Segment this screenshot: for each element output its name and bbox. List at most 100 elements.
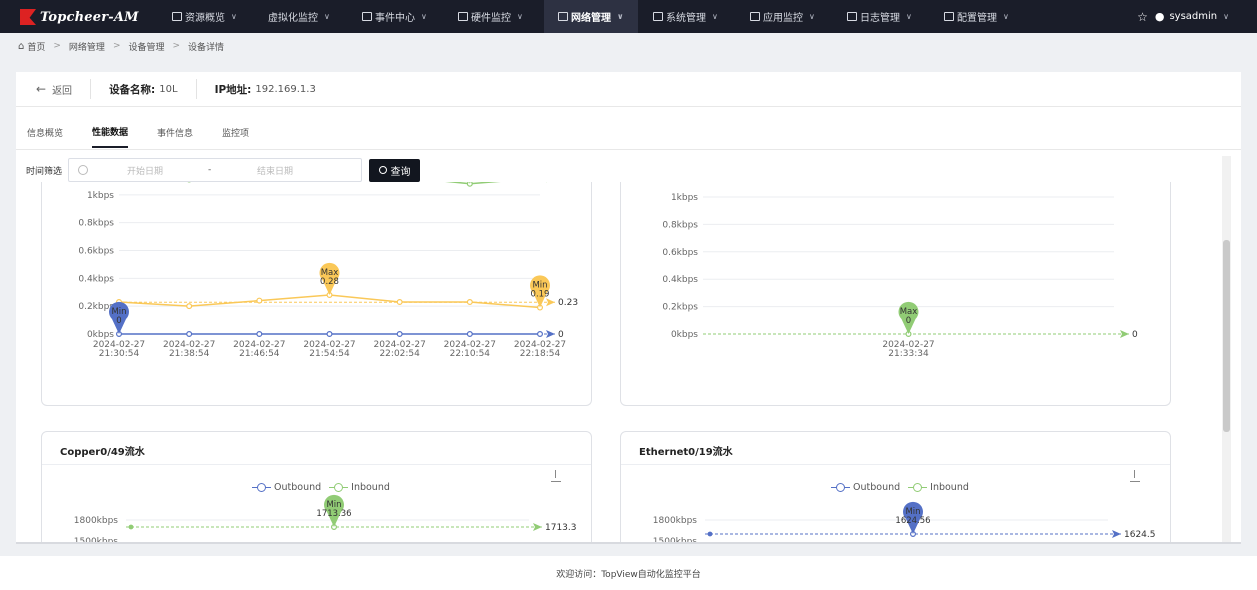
line-chart-1: 0kbps 0.2kbps 0.4kbps 0.6kbps 0.8kbps 1kbps 1.…: [78, 182, 578, 359]
chart-card-traffic-2: 0kbps 0.2kbps 0.4kbps 0.6kbps 0.8kbps 1kbps 20…: [620, 182, 1171, 406]
x-tick-label: 2024-02-27: [233, 340, 285, 350]
divider: [90, 79, 92, 99]
detail-tabs: 信息概览 性能数据 事件信息 监控项: [16, 120, 1241, 150]
nav-item-label: 系统管理: [666, 13, 706, 24]
markpoint-pin[interactable]: 1.0?: [460, 182, 480, 184]
end-date-input[interactable]: 结束日期: [257, 166, 294, 177]
y-tick-label: 0kbps: [87, 330, 114, 340]
data-point: [396, 298, 403, 305]
tab-performance[interactable]: 性能数据: [92, 120, 129, 148]
scrollbar[interactable]: [1222, 156, 1231, 544]
horizontal-scrollbar[interactable]: [16, 542, 1241, 544]
nav-item-label: 配置管理: [957, 13, 997, 24]
app-logo[interactable]: Topcheer-AM: [20, 7, 139, 27]
chevron-down-icon: ∨: [517, 12, 523, 21]
x-tick-label: 22:10:54: [450, 349, 491, 359]
breadcrumb-device-management[interactable]: 设备管理: [128, 42, 165, 53]
back-button[interactable]: ← 返回: [36, 82, 72, 97]
device-detail-panel: ← 返回 设备名称: 10L IP地址: 192.169.1.3 信息概览 性能…: [16, 72, 1241, 544]
tab-monitor-items[interactable]: 监控项: [222, 128, 250, 139]
legend-marker-outbound[interactable]: [252, 483, 271, 492]
nav-item-label: 硬件监控: [471, 13, 511, 24]
clock-icon: [78, 165, 89, 175]
device-header: ← 返回 设备名称: 10L IP地址: 192.169.1.3: [16, 72, 1241, 107]
query-button[interactable]: 查询: [369, 158, 421, 182]
average-label: 1713.3: [545, 523, 577, 533]
nav-item-system[interactable]: 系统管理 ∨: [653, 0, 718, 33]
chart-legend: Outbound Inbound: [252, 482, 390, 493]
nav-item-label: 虚拟化监控: [268, 13, 318, 24]
breadcrumb-network[interactable]: 网络管理: [68, 42, 105, 53]
grid-icon: [653, 12, 663, 21]
scrollbar-thumb[interactable]: [1223, 240, 1230, 432]
legend-inbound[interactable]: Inbound: [930, 482, 969, 493]
y-tick-label: 0.4kbps: [662, 275, 698, 285]
nav-item-network[interactable]: 网络管理 ∨: [544, 0, 638, 33]
data-point: [707, 531, 713, 537]
average-arrow: [546, 330, 555, 338]
nav-item-events[interactable]: 事件中心 ∨: [362, 0, 427, 33]
network-icon: [558, 12, 568, 21]
card-title: Copper0/49流水: [60, 447, 145, 458]
markpoint-value: 0: [906, 316, 911, 326]
y-tick-label: 1800kbps: [653, 516, 698, 526]
legend-marker-inbound[interactable]: [329, 483, 349, 492]
chart-card-ethernet: Ethernet0/19流水 Outbound Inbound 1800kbps…: [620, 431, 1171, 544]
markpoint-value: 0: [116, 316, 121, 326]
nav-item-logs[interactable]: 日志管理 ∨: [847, 0, 912, 33]
legend-outbound[interactable]: Outbound: [853, 482, 901, 493]
legend-marker-outbound[interactable]: [831, 483, 850, 492]
markpoint-shape: [530, 275, 550, 308]
data-point: [256, 297, 263, 304]
legend-marker-inbound[interactable]: [908, 483, 928, 492]
footer: 欢迎访问：TopView自动化监控平台: [0, 556, 1257, 590]
chevron-down-icon: ∨: [906, 12, 912, 21]
star-icon[interactable]: ☆: [1137, 9, 1148, 24]
y-tick-label: 1kbps: [671, 193, 698, 203]
y-tick-label: 0kbps: [671, 330, 698, 340]
y-tick-label: 0.2kbps: [662, 303, 698, 313]
date-separator: -: [208, 165, 212, 175]
breadcrumb-home[interactable]: 首页: [27, 42, 46, 53]
date-range-picker[interactable]: 开始日期 - 结束日期: [68, 158, 363, 182]
nav-item-virtualization[interactable]: 虚拟化监控 ∨: [268, 0, 330, 33]
legend-inbound[interactable]: Inbound: [351, 482, 390, 493]
series-line: [445, 182, 501, 185]
y-tick-label: 0.6kbps: [78, 247, 114, 257]
data-point: [326, 331, 333, 338]
markpoint-value: 0.28: [320, 277, 339, 287]
download-icon[interactable]: [551, 470, 561, 482]
markpoint-label: Min: [905, 507, 920, 517]
chevron-down-icon: ∨: [231, 12, 237, 21]
nav-item-apps[interactable]: 应用监控 ∨: [750, 0, 815, 33]
event-icon: [362, 12, 372, 21]
nav-item-config[interactable]: 配置管理 ∨: [944, 0, 1009, 33]
arrow-left-icon: ←: [36, 82, 47, 96]
nav-item-resources[interactable]: 资源概览 ∨: [172, 0, 237, 33]
average-arrow: [546, 298, 555, 307]
breadcrumb-separator: >: [172, 41, 181, 51]
query-label: 查询: [390, 166, 411, 178]
tab-overview[interactable]: 信息概览: [27, 128, 64, 139]
nav-item-label: 事件中心: [375, 13, 415, 24]
legend-outbound[interactable]: Outbound: [274, 482, 322, 493]
card-title: Ethernet0/19流水: [639, 447, 733, 458]
user-menu[interactable]: ☆ ● sysadmin ∨: [1137, 0, 1229, 33]
tab-events[interactable]: 事件信息: [157, 128, 194, 139]
nav-item-label: 应用监控: [763, 13, 803, 24]
nav-item-hardware[interactable]: 硬件监控 ∨: [458, 0, 523, 33]
home-icon[interactable]: ⌂: [18, 40, 25, 52]
x-tick-label: 2024-02-27: [303, 340, 355, 350]
download-icon[interactable]: [1130, 470, 1140, 482]
start-date-input[interactable]: 开始日期: [127, 166, 164, 177]
average-arrow: [533, 523, 542, 531]
y-tick-label: 0.6kbps: [662, 248, 698, 258]
data-point: [128, 524, 134, 530]
chart-card-copper: Copper0/49流水 Outbound Inbound 1800kbps 15…: [41, 431, 592, 544]
